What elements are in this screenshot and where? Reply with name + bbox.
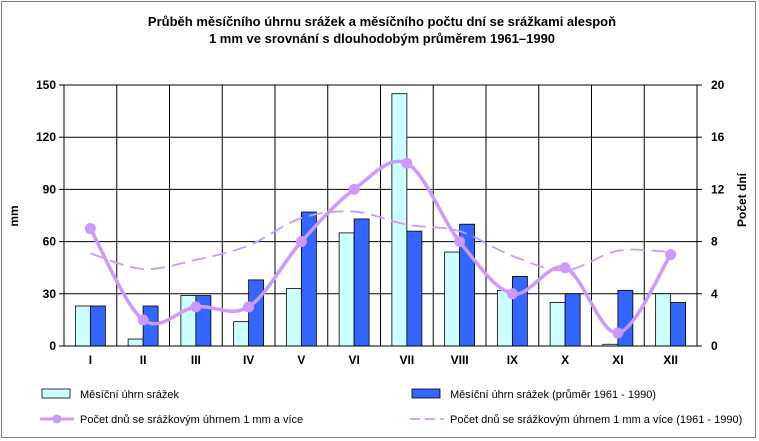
x-tick-label: III [191, 353, 201, 367]
y2-tick-label: 12 [711, 182, 725, 196]
x-tick-label: VI [348, 353, 359, 367]
y-axis-label: mm [7, 205, 21, 226]
x-tick-label: V [297, 353, 305, 367]
x-tick-label: X [561, 353, 569, 367]
x-tick-label: XII [663, 353, 678, 367]
bar [89, 305, 106, 347]
x-tick-label: VII [400, 353, 415, 367]
y2-tick-label: 16 [711, 130, 725, 144]
dashed-series-line [90, 210, 671, 272]
x-tick-label: IX [507, 353, 518, 367]
bar [444, 251, 461, 347]
line-point [559, 262, 571, 274]
x-tick-label: II [140, 353, 147, 367]
y-tick-label: 30 [43, 287, 57, 301]
y-tick-label: 150 [36, 78, 56, 92]
y-tick-label: 60 [43, 235, 57, 249]
y-tick-label: 120 [36, 130, 56, 144]
chart-title-line-2: 1 mm ve srovnání s dlouhodobým průměrem … [209, 31, 555, 46]
line-point [612, 327, 624, 339]
y2-tick-label: 20 [711, 78, 725, 92]
x-tick-label: I [89, 353, 92, 367]
line-point [137, 314, 149, 326]
line-point [295, 236, 307, 248]
bar [285, 288, 302, 347]
line-point [243, 301, 255, 313]
legend: Měsíční úhrn srážek Měsíční úhrn srážek (… [40, 388, 742, 426]
y2-tick-label: 8 [711, 235, 718, 249]
bar [655, 293, 672, 347]
y2-tick-label: 0 [711, 339, 718, 353]
line-point [84, 223, 96, 235]
bar [233, 321, 250, 347]
y2-axis-label: Počet dní [735, 172, 749, 227]
legend-swatch [411, 388, 441, 399]
x-tick-label: IV [243, 353, 254, 367]
line-point [665, 249, 677, 261]
line-point [454, 236, 466, 248]
bar [74, 305, 91, 347]
line-series [84, 157, 677, 339]
legend-label: Měsíční úhrn srážek (průměr 1961 - 1990) [450, 389, 656, 401]
bar [564, 293, 581, 347]
y-tick-label: 90 [43, 182, 57, 196]
legend-label: Počet dnů se srážkovým úhrnem 1 mm a víc… [450, 414, 742, 426]
legend-swatch [41, 388, 71, 399]
line-point [506, 288, 518, 300]
bar [549, 302, 566, 347]
line-point [348, 183, 360, 195]
legend-marker [52, 414, 62, 424]
bar [511, 275, 528, 347]
bar [248, 279, 265, 347]
x-tick-label: VIII [451, 353, 469, 367]
bar [338, 232, 355, 347]
bar [353, 218, 370, 347]
gridlines [63, 84, 698, 347]
chart-title-line-1: Průběh měsíčního úhrnu srážek a měsíčníh… [148, 14, 616, 29]
legend-label: Měsíční úhrn srážek [80, 389, 180, 401]
bar [142, 305, 159, 347]
y-tick-label: 0 [49, 339, 56, 353]
bar [127, 338, 144, 347]
line-point [401, 157, 413, 169]
bar [391, 93, 408, 347]
line-point [190, 301, 202, 313]
legend-label: Počet dnů se srážkovým úhrnem 1 mm a víc… [80, 414, 303, 426]
bar [406, 230, 423, 347]
series-line [88, 159, 673, 335]
bar [670, 302, 687, 347]
y2-tick-label: 4 [711, 287, 718, 301]
x-tick-label: XI [612, 353, 623, 367]
